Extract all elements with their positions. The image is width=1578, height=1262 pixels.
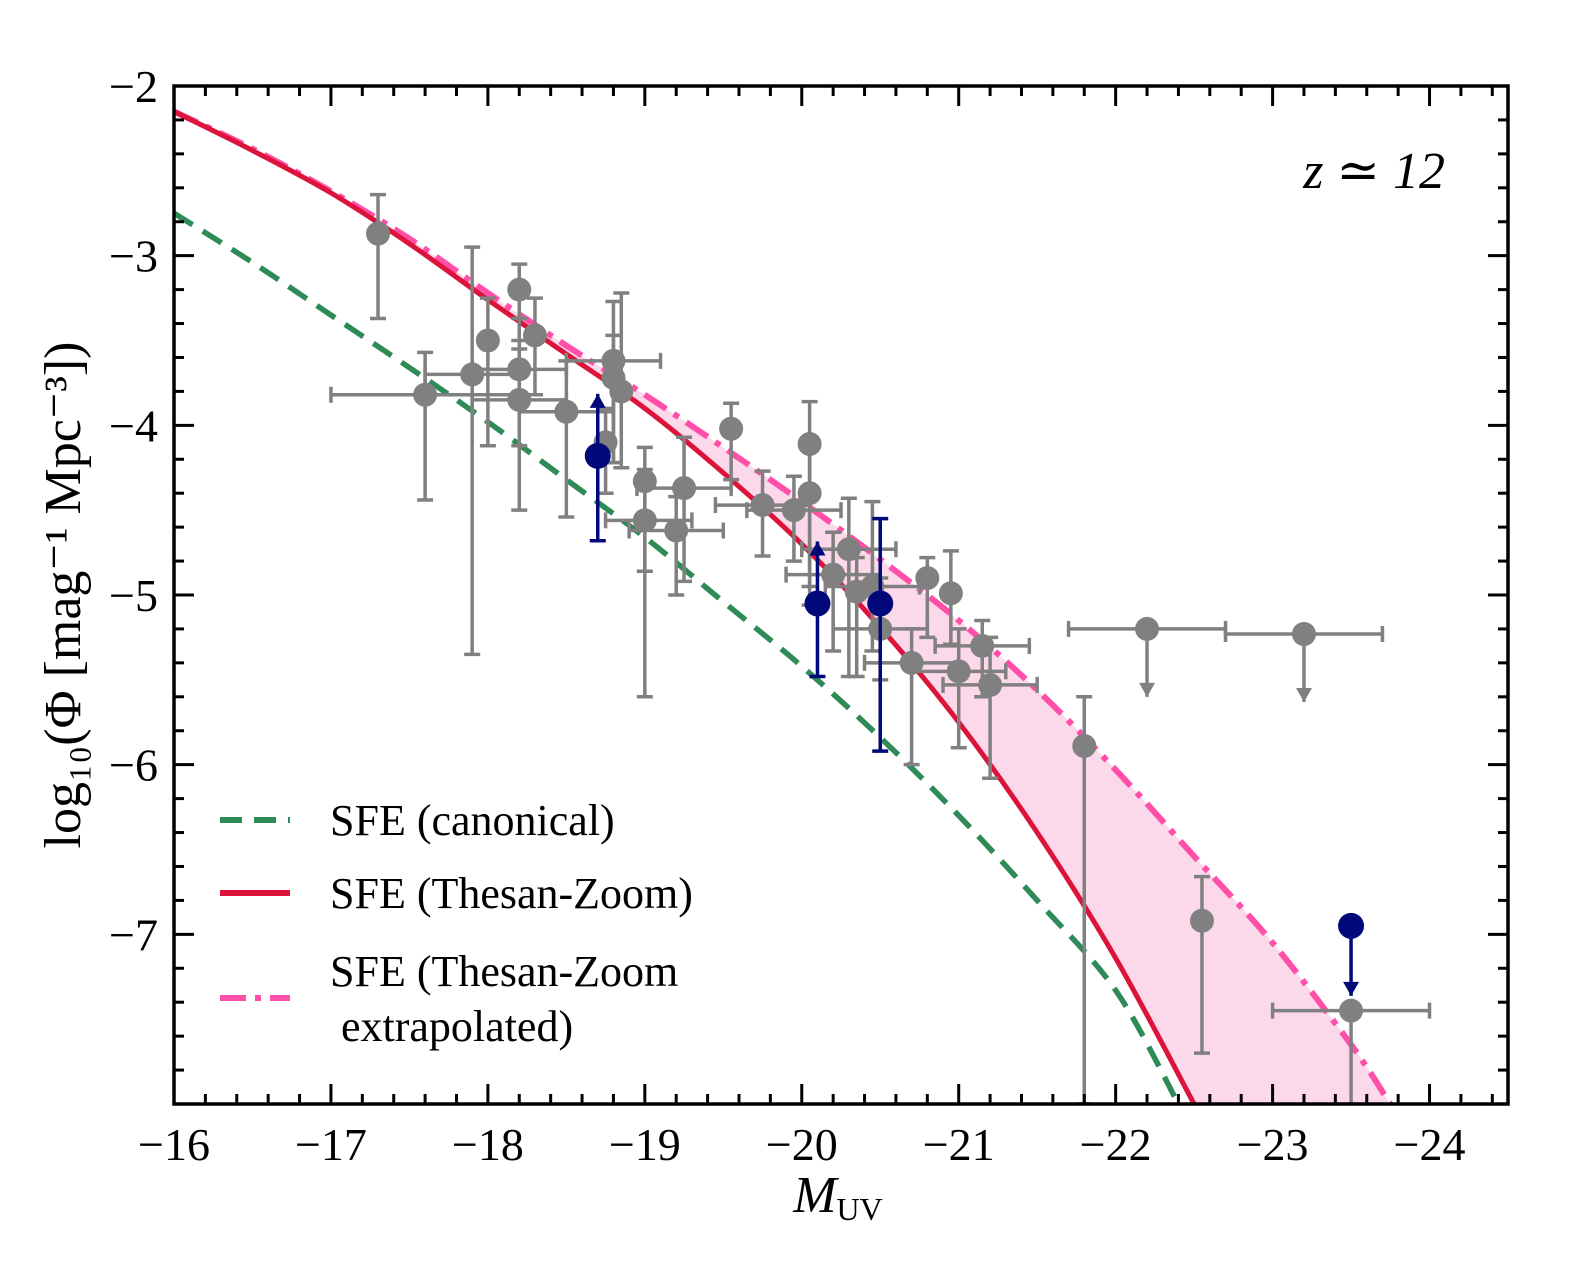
observed-point bbox=[366, 221, 391, 246]
observed-upper-limit bbox=[1291, 622, 1316, 647]
observed-point bbox=[554, 399, 579, 424]
highlight-upper-limit-arrow-head bbox=[1343, 981, 1360, 996]
observed-point bbox=[946, 659, 971, 684]
x-tick-label: −22 bbox=[1080, 1119, 1152, 1170]
curve-thesan-zoom bbox=[174, 109, 1197, 1104]
observed-point bbox=[938, 581, 963, 606]
observed-point bbox=[522, 323, 547, 348]
y-tick-label: −3 bbox=[109, 231, 158, 282]
plot-frame bbox=[172, 84, 1510, 1106]
observed-point bbox=[609, 379, 634, 404]
legend: SFE (canonical) SFE (Thesan-Zoom) SFE (T… bbox=[220, 796, 693, 1051]
observed-point bbox=[507, 387, 532, 412]
observed-point bbox=[915, 566, 940, 591]
observed-point bbox=[836, 537, 861, 562]
x-tick-label: −19 bbox=[609, 1119, 681, 1170]
curve-canonical bbox=[174, 210, 1181, 1104]
observed-point bbox=[664, 518, 689, 543]
observed-point bbox=[1339, 998, 1364, 1023]
x-tick-label: −16 bbox=[138, 1119, 210, 1170]
observed-point bbox=[1072, 734, 1097, 759]
shaded-band bbox=[174, 111, 1391, 1104]
y-tick-label: −5 bbox=[109, 570, 158, 621]
highlight-point bbox=[867, 590, 894, 617]
highlight-lower-limit-arrow-head bbox=[809, 541, 826, 556]
observed-point bbox=[750, 493, 775, 518]
observed-point bbox=[719, 416, 744, 441]
observed-upper-limit-arrow-head bbox=[1295, 688, 1312, 703]
highlight-lower-limit-arrow-head bbox=[589, 393, 606, 408]
redshift-annotation: z ≃ 12 bbox=[1302, 143, 1445, 200]
observed-upper-limit-arrow-head bbox=[1139, 682, 1156, 697]
y-tick-label: −4 bbox=[109, 400, 158, 451]
observed-point bbox=[781, 498, 806, 523]
observed-point bbox=[899, 650, 924, 675]
x-tick-label: −21 bbox=[923, 1119, 995, 1170]
x-axis-title: MUV bbox=[792, 1167, 883, 1227]
x-tick-label: −18 bbox=[452, 1119, 524, 1170]
y-tick-label: −7 bbox=[109, 909, 158, 960]
observed-point bbox=[632, 508, 657, 533]
observed-point bbox=[978, 672, 1003, 697]
observed-point bbox=[1189, 908, 1214, 933]
legend-label-extrapolated-line2: extrapolated) bbox=[330, 1002, 573, 1051]
legend-label-canonical: SFE (canonical) bbox=[330, 796, 615, 845]
y-tick-label: −6 bbox=[109, 740, 158, 791]
highlight-point bbox=[584, 442, 611, 469]
x-tick-label: −17 bbox=[295, 1119, 367, 1170]
y-tick-label: −2 bbox=[109, 61, 158, 112]
observed-point bbox=[507, 277, 532, 302]
observed-point bbox=[797, 481, 822, 506]
legend-label-thesan-zoom: SFE (Thesan-Zoom) bbox=[330, 869, 693, 918]
observed-point bbox=[413, 382, 438, 407]
x-tick-label: −24 bbox=[1394, 1119, 1466, 1170]
x-tick-label: −23 bbox=[1237, 1119, 1309, 1170]
highlight-point bbox=[804, 590, 831, 617]
y-axis-title: log₁₀(Φ [mag⁻¹ Mpc⁻³]) bbox=[35, 342, 92, 849]
observed-point bbox=[672, 476, 697, 501]
highlight-point bbox=[1338, 912, 1365, 939]
x-tick-label: −20 bbox=[766, 1119, 838, 1170]
legend-label-extrapolated: SFE (Thesan-Zoom bbox=[330, 947, 678, 996]
observed-point bbox=[821, 562, 846, 587]
observed-upper-limit bbox=[1135, 616, 1160, 641]
observed-point bbox=[970, 633, 995, 658]
observed-point bbox=[475, 328, 500, 353]
